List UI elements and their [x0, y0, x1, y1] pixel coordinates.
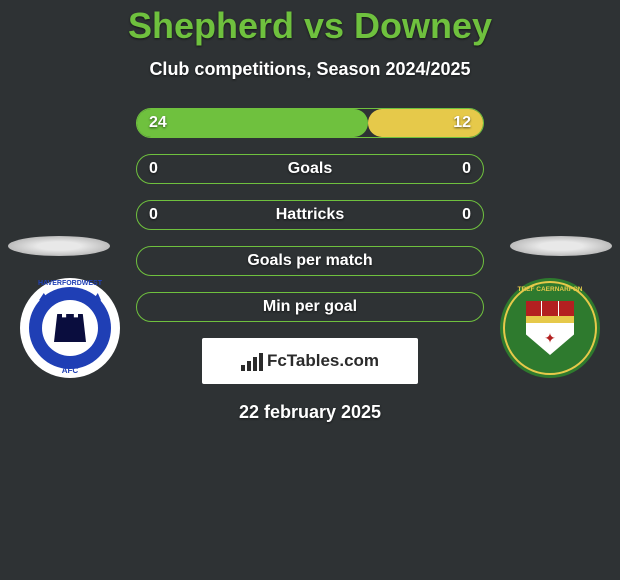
stat-metric: Min per goal: [137, 298, 483, 316]
player-avatar-left: [8, 236, 110, 256]
watermark-text: FcTables.com: [267, 351, 379, 371]
castle-icon: [54, 314, 86, 342]
footer-date: 22 february 2025: [0, 402, 620, 423]
watermark: FcTables.com: [202, 338, 418, 384]
stat-fill-left: [137, 109, 368, 137]
page-subtitle: Club competitions, Season 2024/2025: [0, 59, 620, 80]
club-badge-right: TREF CAERNARFON ✦: [500, 278, 600, 378]
stat-row: Goals per match: [136, 246, 484, 276]
page-title: Shepherd vs Downey: [0, 5, 620, 47]
stat-row: Min per goal: [136, 292, 484, 322]
stat-metric: Goals per match: [137, 252, 483, 270]
bird-icon: [39, 293, 55, 305]
stat-value-right: 0: [462, 155, 471, 183]
bird-icon: [85, 293, 101, 305]
comparison-card: Shepherd vs Downey Club competitions, Se…: [0, 0, 620, 580]
stat-metric: Goals: [137, 160, 483, 178]
stat-value-right: 12: [453, 109, 471, 137]
badge-left-text-top: HAVERFORDWEST: [20, 280, 120, 287]
stat-row: 0Hattricks0: [136, 200, 484, 230]
stat-value-left: 24: [149, 109, 167, 137]
badge-right-text: TREF CAERNARFON: [518, 286, 583, 293]
compare-area: HAVERFORDWEST AFC TREF CAERNARFON: [0, 108, 620, 322]
stat-row: 0Goals0: [136, 154, 484, 184]
stat-value-right: 0: [462, 201, 471, 229]
stat-value-left: 0: [149, 155, 158, 183]
badge-left-text-bottom: AFC: [20, 366, 120, 375]
bars-icon: [241, 351, 263, 371]
stat-metric: Hattricks: [137, 206, 483, 224]
club-badge-left: HAVERFORDWEST AFC: [20, 278, 120, 378]
player-avatar-right: [510, 236, 612, 256]
stat-row: 24Matches12: [136, 108, 484, 138]
stat-value-left: 0: [149, 201, 158, 229]
stat-rows: 24Matches120Goals00Hattricks0Goals per m…: [136, 108, 484, 322]
